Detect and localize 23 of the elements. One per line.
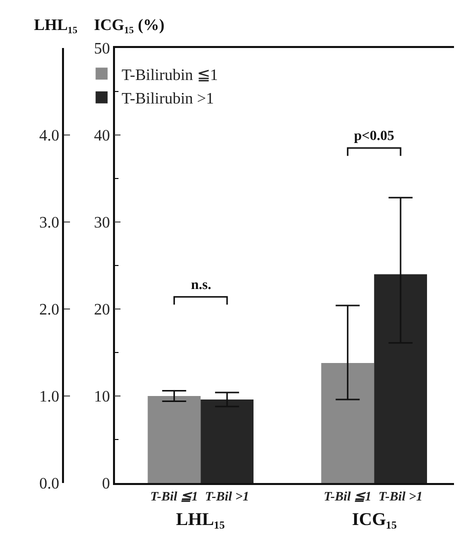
legend-label: T-Bilirubin ≦1 (122, 66, 218, 84)
y-tick-label: 3.0 (39, 214, 60, 232)
text: ICG₁₅ (352, 509, 397, 529)
y-tick-label: 4.0 (39, 128, 60, 145)
y2-tick-label: 40 (94, 128, 110, 145)
text: LHL₁₅ (176, 509, 225, 529)
y-tick-label: 0.0 (39, 476, 60, 493)
x-tick-label: T-Bil ≦1 (150, 488, 198, 504)
y2-tick-label: 20 (94, 302, 110, 319)
y-axis-title: LHL₁₅ (34, 17, 78, 34)
y2-tick-label: 30 (94, 214, 110, 232)
x-tick-label: T-Bil >1 (205, 488, 250, 504)
y-tick-label: 2.0 (39, 302, 60, 319)
x-tick-label: T-Bil ≦1 (324, 488, 372, 504)
y2-tick-label: 0 (102, 476, 110, 493)
x-tick-label: T-Bil >1 (378, 488, 423, 504)
y2-axis-title: ICG₁₅ (%) (94, 17, 164, 34)
y2-tick-label: 10 (94, 388, 110, 406)
annotation: n.s. (191, 278, 212, 293)
y-tick-label: 1.0 (39, 388, 60, 406)
y2-tick-label: 50 (94, 40, 110, 58)
annotation: p<0.05 (354, 129, 394, 144)
legend-label: T-Bilirubin >1 (122, 90, 214, 108)
